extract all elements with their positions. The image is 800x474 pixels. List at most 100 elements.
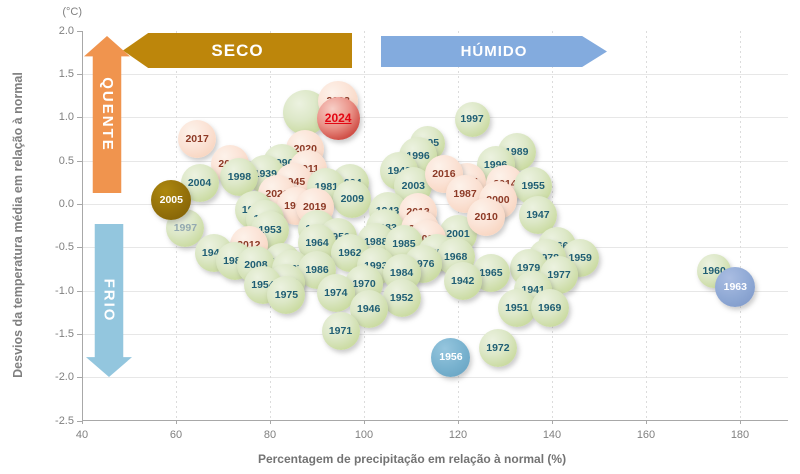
- y-tick-label: -1.0: [55, 284, 74, 297]
- y-tick-label: -2.5: [55, 414, 74, 427]
- y-tickmark: [77, 247, 82, 249]
- bubble-year-label: 1964: [305, 237, 329, 249]
- x-tickmark: [364, 420, 365, 424]
- x-tick-label: 40: [75, 429, 89, 441]
- bubble-year-label: 1956: [439, 351, 463, 364]
- bubble-2017[interactable]: 2017: [178, 119, 217, 158]
- bubble-2016[interactable]: 2016: [424, 154, 463, 193]
- x-tickmark: [458, 420, 459, 424]
- bubble-1956[interactable]: 1956: [431, 337, 471, 377]
- bubble-1974[interactable]: 1974: [316, 274, 355, 313]
- bubble-year-label: 1946: [357, 302, 381, 315]
- bubble-1975[interactable]: 1975: [267, 276, 306, 315]
- y-tickmark: [77, 160, 82, 162]
- humido-arrow: HÚMIDO: [381, 36, 607, 67]
- bubble-year-label: 2017: [185, 132, 209, 145]
- bubble-2005[interactable]: 2005: [151, 179, 192, 220]
- y-tickmark: [77, 117, 82, 119]
- bubble-year-label: 1955: [521, 179, 545, 192]
- bubble-year-label: 1942: [451, 275, 475, 288]
- y-tickmark: [77, 73, 82, 75]
- y-axis-unit-label: (°C): [62, 6, 82, 18]
- y-tick-label: 0.0: [58, 198, 74, 210]
- frio-arrow-label: FRIO: [100, 278, 118, 323]
- h-gridline: [82, 334, 788, 336]
- bubble-year-label: 1968: [443, 250, 468, 263]
- humido-arrow-label: HÚMIDO: [460, 43, 528, 60]
- x-tickmark: [176, 420, 177, 424]
- bubble-1997[interactable]: 1997: [454, 101, 490, 137]
- bubble-year-label: 1951: [505, 302, 529, 315]
- bubble-year-label: 1974: [324, 287, 348, 300]
- x-tickmark: [270, 420, 271, 424]
- bubble-year-label: 1965: [479, 267, 503, 280]
- bubble-year-label: 2016: [432, 167, 456, 180]
- y-tick-label: -0.5: [55, 241, 74, 254]
- bubble-1969[interactable]: 1969: [530, 289, 569, 328]
- x-tick-label: 80: [263, 429, 277, 441]
- bubble-year-label: 2001: [446, 228, 470, 241]
- bubble-1971[interactable]: 1971: [321, 311, 360, 350]
- bubble-year-label: 1952: [389, 291, 414, 304]
- x-tick-label: 120: [448, 429, 468, 441]
- bubble-year-label: 1984: [389, 267, 414, 280]
- bubble-year-label: 1986: [305, 263, 329, 276]
- bubble-year-label: 1987: [453, 187, 477, 200]
- bubble-1951[interactable]: 1951: [497, 289, 536, 328]
- quente-arrow: QUENTE: [84, 36, 130, 193]
- bubble-year-label: 1962: [338, 246, 362, 259]
- seco-arrow-label: SECO: [211, 40, 264, 60]
- bubble-year-label: 1963: [723, 281, 747, 294]
- x-tick-label: 160: [636, 429, 656, 441]
- v-gridline: [646, 31, 647, 420]
- x-tickmark: [740, 420, 741, 424]
- bubble-year-label: 2005: [159, 193, 183, 206]
- y-axis-title: Desvios da temperatura média em relação …: [11, 72, 25, 378]
- bubble-1987[interactable]: 1987: [446, 174, 485, 213]
- bubble-year-label: 1975: [274, 289, 299, 302]
- y-tick-label: 1.5: [58, 67, 74, 80]
- seco-arrow: SECO: [123, 33, 352, 68]
- y-tick-label: 0.5: [58, 154, 74, 167]
- x-axis-line: [82, 420, 788, 421]
- h-gridline: [82, 73, 788, 75]
- h-gridline: [82, 290, 788, 292]
- bubble-year-label: 1947: [526, 209, 550, 222]
- bubble-year-label: 2009: [340, 192, 364, 205]
- bubble-year-label: 2004: [187, 177, 212, 190]
- y-tickmark: [77, 30, 82, 32]
- y-axis-line: [82, 31, 83, 420]
- bubble-year-label: 2019: [302, 200, 327, 213]
- y-tick-label: 2.0: [58, 24, 74, 37]
- x-tick-label: 60: [169, 429, 183, 441]
- y-tick-label: -1.5: [55, 328, 74, 341]
- bubble-year-label: 2010: [474, 211, 498, 223]
- bubble-2010[interactable]: 2010: [467, 198, 506, 236]
- bubble-2024[interactable]: 2024: [316, 96, 360, 140]
- h-gridline: [82, 117, 788, 119]
- bubble-year-label: 1985: [392, 237, 416, 250]
- y-tickmark: [77, 377, 82, 379]
- bubble-year-label: 1988: [364, 236, 388, 249]
- bubble-1963[interactable]: 1963: [715, 267, 756, 308]
- bubble-year-label: 1959: [568, 251, 592, 264]
- x-tick-label: 180: [730, 429, 750, 441]
- x-tickmark: [552, 420, 553, 424]
- bubble-year-label: 1997: [173, 222, 198, 235]
- bubble-year-label: 1970: [352, 277, 376, 290]
- x-axis-title: Percentagem de precipitação em relação à…: [257, 452, 567, 466]
- bubble-2009[interactable]: 2009: [333, 179, 372, 218]
- y-tickmark: [77, 290, 82, 292]
- h-gridline: [82, 377, 788, 379]
- bubble-year-label: 2003: [401, 179, 426, 192]
- x-tickmark: [82, 420, 83, 424]
- bubble-year-label: 1972: [486, 341, 510, 354]
- bubble-year-label: 2024: [324, 111, 352, 126]
- quente-arrow-label: QUENTE: [98, 77, 116, 152]
- bubble-1972[interactable]: 1972: [478, 328, 517, 367]
- bubble-1952[interactable]: 1952: [382, 278, 421, 317]
- y-tickmark: [77, 204, 82, 205]
- bubble-1942[interactable]: 1942: [443, 262, 482, 301]
- bubble-1998[interactable]: 1998: [220, 158, 259, 197]
